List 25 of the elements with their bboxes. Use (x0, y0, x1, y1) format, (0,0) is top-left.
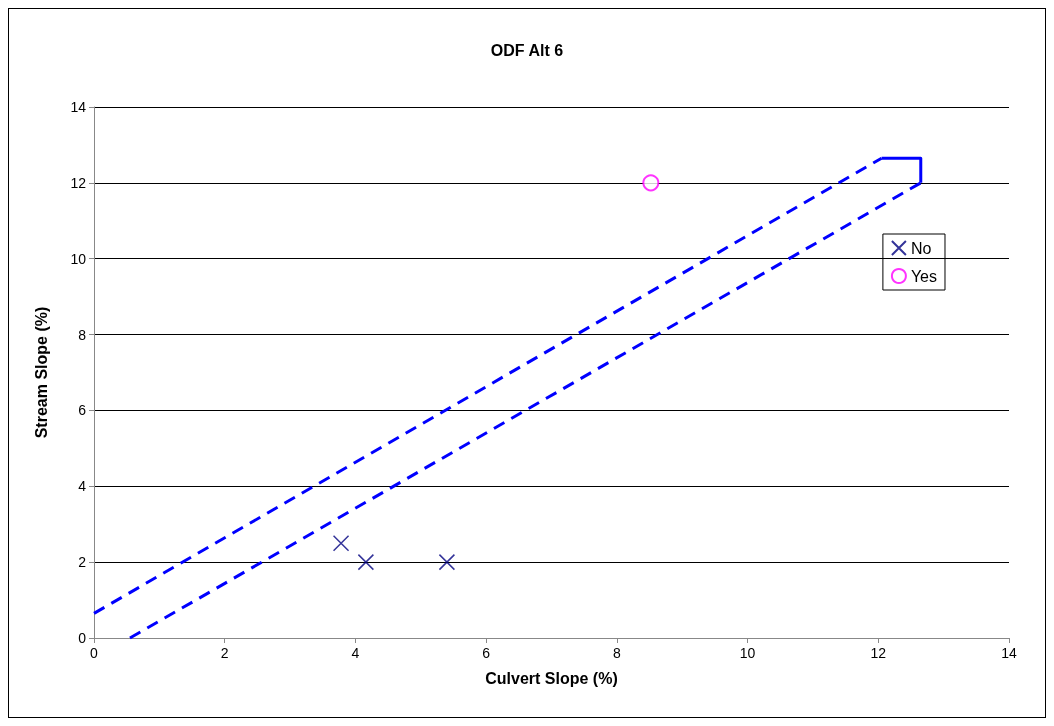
x-tick-label: 10 (739, 645, 756, 661)
x-tick-label: 4 (351, 645, 360, 661)
y-tick-label: 10 (70, 250, 87, 267)
point (642, 174, 660, 192)
x-tick-label: 12 (870, 645, 887, 661)
x-tick-label: 6 (482, 645, 491, 661)
y-tick-label: 14 (70, 99, 87, 115)
legend-label: Yes (910, 267, 938, 285)
y-axis-title: Stream Slope (%) (32, 306, 50, 439)
legend-label: No (910, 239, 932, 257)
x-tick-label: 0 (90, 645, 99, 661)
y-tick-label: 0 (78, 630, 87, 646)
y-tick-label: 6 (78, 402, 87, 419)
chart-title: ODF Alt 6 (490, 41, 564, 59)
y-tick-label: 4 (78, 478, 87, 495)
point (357, 553, 375, 571)
x-tick-label: 2 (220, 645, 229, 661)
x-tick-label: 14 (1001, 645, 1017, 661)
x-tick-label: 8 (612, 645, 621, 661)
y-tick-label: 12 (70, 174, 87, 191)
point (438, 553, 456, 571)
point (332, 534, 350, 552)
y-tick-label: 8 (78, 326, 87, 343)
x-axis-title: Culvert Slope (%) (485, 669, 618, 687)
y-tick-label: 2 (78, 554, 87, 571)
